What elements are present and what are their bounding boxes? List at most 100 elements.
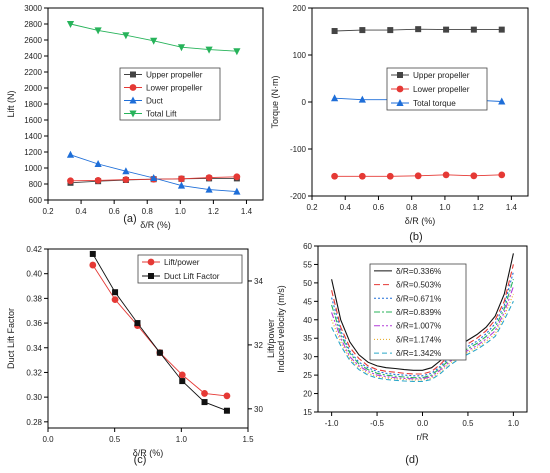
data-point (156, 349, 163, 356)
x-tick-label: 0.6 (373, 203, 385, 212)
data-point (358, 172, 366, 180)
data-point (498, 171, 506, 179)
legend-label: δ/R=0.839% (396, 308, 441, 317)
y-tick-label: 45 (303, 297, 312, 306)
x-axis-label: δ/R (%) (405, 216, 436, 226)
data-point (66, 21, 75, 28)
data-point (387, 27, 394, 34)
data-point (178, 371, 186, 379)
legend-swatch-marker (129, 96, 137, 104)
x-tick-label: 0.4 (76, 207, 88, 216)
chart-panel-a: 0.2 0.4 0.6 0.8 1.0 1.2 1.4 600 800 1000 1200 1400 1… (6, 4, 264, 230)
x-tick-label: 1.0 (508, 419, 520, 428)
x-tick-label: 0.5 (109, 435, 121, 444)
data-point (134, 320, 141, 327)
x-tick-label: -0.5 (370, 419, 384, 428)
panel-label: (a) (123, 213, 136, 225)
x-tick-label: 0.0 (417, 419, 429, 428)
y-tick-label: 2800 (24, 20, 42, 29)
data-point (122, 32, 130, 40)
chart-panel-d: -1.0 -0.5 0.0 0.5 1.0 15 20 25 30 35 40 45 50 55 60 r/R… (276, 242, 528, 466)
data-point (112, 289, 119, 296)
data-point (150, 174, 158, 181)
x-axis-label: r/R (417, 432, 429, 442)
legend-swatch-marker (396, 99, 404, 106)
legend-label: Lift/power (164, 258, 200, 267)
data-point (386, 172, 394, 180)
y-right-axis-label: Lift/power (266, 319, 276, 358)
y-tick-label: 25 (303, 371, 312, 380)
legend-swatch-marker (130, 71, 136, 78)
y-tick-label: 0.36 (26, 319, 42, 328)
legend-label: Upper propeller (146, 71, 203, 80)
legend-swatch-marker (147, 258, 155, 266)
y-right-tick-label: 32 (254, 341, 263, 350)
y-right-tick-label: 34 (254, 277, 263, 286)
x-tick-label: -1.0 (325, 419, 339, 428)
data-point (442, 171, 450, 179)
legend-label: Lower propeller (413, 85, 470, 94)
y-tick-label: 0.30 (26, 393, 42, 402)
series-line (331, 301, 514, 382)
series-line (331, 253, 514, 371)
x-tick-label: 1.4 (506, 203, 518, 212)
y-tick-label: 35 (303, 334, 312, 343)
data-point (443, 26, 450, 33)
legend-swatch-marker (396, 85, 404, 93)
x-tick-label: 1.5 (242, 435, 254, 444)
x-tick-label: 0.2 (42, 207, 54, 216)
y-tick-label: 2400 (24, 52, 42, 61)
data-point (470, 172, 478, 180)
legend-label: δ/R=1.342% (396, 349, 441, 358)
legend: Lift/power Duct Lift Factor (137, 254, 243, 284)
legend-label: Duct Lift Factor (164, 272, 220, 281)
y-tick-label: 1200 (24, 148, 42, 157)
y-tick-label: 2600 (24, 36, 42, 45)
data-point (66, 150, 75, 158)
y-tick-label: 30 (303, 353, 312, 362)
y-right-tick-label: 30 (254, 405, 263, 414)
data-point (331, 28, 338, 35)
legend-label: Duct (146, 97, 164, 106)
data-point (205, 46, 213, 54)
legend-box (119, 67, 221, 121)
legend-label: Lower propeller (146, 84, 203, 93)
legend-label: δ/R=1.174% (396, 335, 441, 344)
y-tick-label: 2200 (24, 68, 42, 77)
x-tick-label: 1.2 (473, 203, 485, 212)
panel-label: (d) (405, 454, 418, 466)
legend-label: δ/R=0.671% (396, 294, 441, 303)
data-point (331, 172, 338, 180)
y-tick-label: 60 (303, 242, 312, 251)
y-tick-label: 3000 (24, 4, 42, 13)
legend-label: Upper propeller (413, 71, 470, 80)
x-tick-label: 1.0 (176, 435, 188, 444)
y-tick-label: 0.42 (26, 245, 42, 254)
data-point (177, 181, 186, 189)
data-point (178, 175, 185, 183)
y-axis-label: Duct Lift Factor (6, 308, 16, 369)
legend-swatch-marker (397, 72, 403, 78)
plot-frame (47, 248, 249, 429)
x-tick-label: 0.2 (306, 203, 318, 212)
x-tick-label: 0.8 (142, 207, 154, 216)
data-point (122, 176, 130, 184)
data-point (89, 250, 96, 257)
x-tick-label: 1.0 (175, 207, 187, 216)
y-tick-label: 20 (303, 390, 312, 399)
x-tick-label: 1.0 (439, 203, 451, 212)
y-tick-label: 2000 (24, 84, 42, 93)
data-point (67, 177, 74, 185)
legend: δ/R=0.336% δ/R=0.503% δ/R=0.671% δ/R=0.839%… (369, 263, 467, 361)
data-point (415, 26, 422, 33)
x-tick-label: 0.0 (42, 435, 54, 444)
y-tick-label: -200 (290, 192, 307, 201)
x-tick-label: 0.4 (340, 203, 352, 212)
y-tick-label: -100 (290, 145, 307, 154)
data-point (223, 392, 231, 400)
y-axis-label: Lift (N) (6, 90, 16, 117)
legend-label: δ/R=0.336% (396, 267, 441, 276)
y-tick-label: 0.38 (26, 294, 42, 303)
data-point (94, 27, 102, 35)
